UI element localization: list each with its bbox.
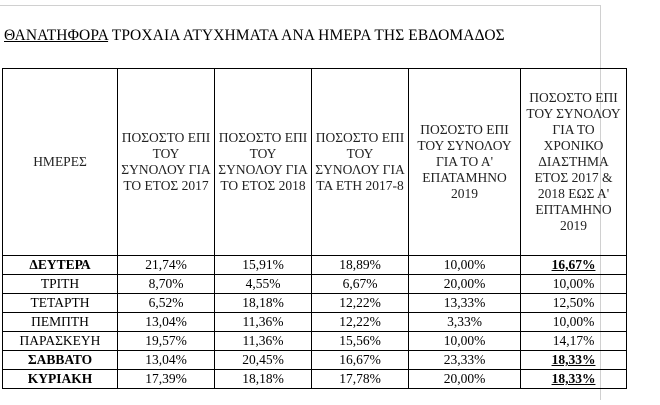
day-cell: ΤΡΙΤΗ <box>2 274 118 294</box>
day-cell: ΠΑΡΑΣΚΕΥΗ <box>2 331 118 351</box>
value-cell-2018: 18,18% <box>214 293 312 313</box>
day-cell: ΚΥΡΙΑΚΗ <box>2 369 118 389</box>
value-cell-2018: 15,91% <box>214 255 312 275</box>
value-cell-2018: 11,36% <box>214 331 312 351</box>
value-cell-2017: 21,74% <box>117 255 215 275</box>
table-row: ΚΥΡΙΑΚΗ 17,39% 18,18% 17,78% 20,00% 18,3… <box>2 369 627 389</box>
value-cell-total: 18,33% <box>520 369 627 389</box>
table-row: ΤΡΙΤΗ 8,70% 4,55% 6,67% 20,00% 10,00% <box>2 274 627 294</box>
fatal-accidents-table: ΗΜΕΡΕΣ ΠΟΣΟΣΤΟ ΕΠΙ ΤΟΥ ΣΥΝΟΛΟΥ ΓΙΑ ΤΟ ΕΤ… <box>2 68 627 389</box>
value-cell-total: 10,00% <box>520 312 627 332</box>
value-cell-2017-8: 12,22% <box>311 293 409 313</box>
value-cell-2017-8: 15,56% <box>311 331 409 351</box>
day-cell: ΣΑΒΒΑΤΟ <box>2 350 118 370</box>
title-rest: ΤΡΟΧΑΙΑ ΑΤΥΧΗΜΑΤΑ ΑΝΑ ΗΜΕΡΑ ΤΗΣ ΕΒΔΟΜΑΔΟ… <box>108 27 505 44</box>
value-cell-total: 14,17% <box>520 331 627 351</box>
value-cell-2017: 13,04% <box>117 350 215 370</box>
table-row: ΠΑΡΑΣΚΕΥΗ 19,57% 11,36% 15,56% 10,00% 14… <box>2 331 627 351</box>
table-row: ΣΑΒΒΑΤΟ 13,04% 20,45% 16,67% 23,33% 18,3… <box>2 350 627 370</box>
header-2017: ΠΟΣΟΣΤΟ ΕΠΙ ΤΟΥ ΣΥΝΟΛΟΥ ΓΙΑ ΤΟ ΕΤΟΣ 2017 <box>117 68 215 256</box>
header-2018: ΠΟΣΟΣΤΟ ΕΠΙ ΤΟΥ ΣΥΝΟΛΟΥ ΓΙΑ ΤΟ ΕΤΟΣ 2018 <box>214 68 312 256</box>
header-total-period: ΠΟΣΟΣΤΟ ΕΠΙ ΤΟΥ ΣΥΝΟΛΟΥ ΓΙΑ ΤΟ ΧΡΟΝΙΚΟ Δ… <box>520 68 627 256</box>
value-cell-2017-8: 12,22% <box>311 312 409 332</box>
value-cell-total: 18,33% <box>520 350 627 370</box>
value-cell-2019: 23,33% <box>408 350 521 370</box>
value-cell-2017: 13,04% <box>117 312 215 332</box>
value-cell-2017: 17,39% <box>117 369 215 389</box>
table-row: ΤΕΤΑΡΤΗ 6,52% 18,18% 12,22% 13,33% 12,50… <box>2 293 627 313</box>
header-2019-h1: ΠΟΣΟΣΤΟ ΕΠΙ ΤΟΥ ΣΥΝΟΛΟΥ ΓΙΑ ΤΟ Α' ΕΠΑΤΑΜ… <box>408 68 521 256</box>
value-cell-2019: 20,00% <box>408 274 521 294</box>
value-cell-2017-8: 18,89% <box>311 255 409 275</box>
header-row: ΗΜΕΡΕΣ ΠΟΣΟΣΤΟ ΕΠΙ ΤΟΥ ΣΥΝΟΛΟΥ ΓΙΑ ΤΟ ΕΤ… <box>2 68 627 256</box>
value-cell-2019: 13,33% <box>408 293 521 313</box>
value-cell-total: 10,00% <box>520 274 627 294</box>
value-cell-2017-8: 6,67% <box>311 274 409 294</box>
value-cell-2018: 20,45% <box>214 350 312 370</box>
value-cell-total: 16,67% <box>520 255 627 275</box>
day-cell: ΠΕΜΠΤΗ <box>2 312 118 332</box>
document-title: ΘΑΝΑΤΗΦΟΡΑ ΤΡΟΧΑΙΑ ΑΤΥΧΗΜΑΤΑ ΑΝΑ ΗΜΕΡΑ Τ… <box>4 27 505 45</box>
day-cell: ΤΕΤΑΡΤΗ <box>2 293 118 313</box>
value-cell-2017: 8,70% <box>117 274 215 294</box>
value-cell-2018: 18,18% <box>214 369 312 389</box>
value-cell-total: 12,50% <box>520 293 627 313</box>
table-row: ΔΕΥΤΕΡΑ 21,74% 15,91% 18,89% 10,00% 16,6… <box>2 255 627 275</box>
value-cell-2019: 10,00% <box>408 331 521 351</box>
value-cell-2018: 4,55% <box>214 274 312 294</box>
value-cell-2017: 6,52% <box>117 293 215 313</box>
table-row: ΠΕΜΠΤΗ 13,04% 11,36% 12,22% 3,33% 10,00% <box>2 312 627 332</box>
header-2017-8: ΠΟΣΟΣΤΟ ΕΠΙ ΤΟΥ ΣΥΝΟΛΟΥ ΓΙΑ ΤΑ ΕΤΗ 2017-… <box>311 68 409 256</box>
value-cell-2019: 10,00% <box>408 255 521 275</box>
value-cell-2018: 11,36% <box>214 312 312 332</box>
title-underlined-word: ΘΑΝΑΤΗΦΟΡΑ <box>4 27 109 44</box>
page-edge-top <box>0 5 600 6</box>
value-cell-2017: 19,57% <box>117 331 215 351</box>
header-days: ΗΜΕΡΕΣ <box>2 68 118 256</box>
value-cell-2019: 20,00% <box>408 369 521 389</box>
value-cell-2017-8: 16,67% <box>311 350 409 370</box>
value-cell-2017-8: 17,78% <box>311 369 409 389</box>
day-cell: ΔΕΥΤΕΡΑ <box>2 255 118 275</box>
value-cell-2019: 3,33% <box>408 312 521 332</box>
